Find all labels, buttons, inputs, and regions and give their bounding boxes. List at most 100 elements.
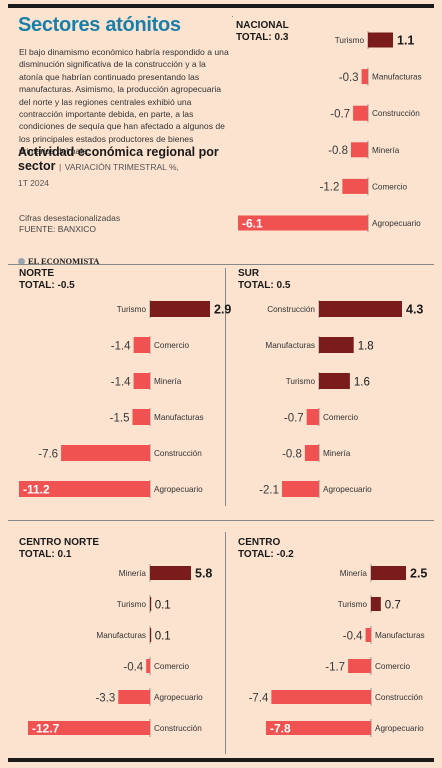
separator-col-row2: [225, 532, 226, 754]
brand-name: EL ECONOMISTA: [28, 256, 100, 266]
bar: [319, 301, 402, 317]
data-label: -0.4: [343, 630, 363, 642]
bar: [342, 178, 368, 194]
bar: [306, 409, 319, 425]
category-label: Manufacturas: [154, 413, 204, 422]
bar: [150, 301, 210, 317]
data-label: -1.4: [111, 376, 131, 388]
data-label: -1.7: [325, 661, 345, 673]
category-label: Comercio: [323, 413, 358, 422]
category-label: Minería: [119, 569, 147, 578]
category-label: Agropecuario: [154, 485, 203, 494]
category-label: Agropecuario: [323, 485, 372, 494]
source-note: Cifras desestacionalizadas FUENTE: BANXI…: [19, 213, 120, 235]
bar: [118, 690, 150, 704]
subtitle-main: Actividad económica regional por sector: [18, 145, 219, 173]
page-title: Sectores atónitos: [18, 14, 181, 36]
data-label: -3.3: [95, 692, 115, 704]
category-label: Construcción: [267, 305, 315, 314]
data-label: 5.8: [195, 566, 212, 580]
category-label: Minería: [340, 569, 368, 578]
region-total: TOTAL: 0.3: [236, 32, 289, 43]
region-total: TOTAL: -0.2: [238, 549, 294, 560]
region-total: TOTAL: 0.1: [19, 549, 72, 560]
data-label: 1.6: [354, 376, 370, 388]
data-label: 2.9: [214, 302, 231, 316]
data-label: -0.7: [284, 412, 304, 424]
bar: [238, 215, 368, 231]
bar: [319, 373, 350, 389]
category-label: Construcción: [372, 109, 420, 118]
data-label: -6.1: [242, 216, 263, 230]
data-label: -7.8: [270, 721, 291, 735]
category-label: Construcción: [375, 693, 423, 702]
panel-title-centro-norte: CENTRO NORTE TOTAL: 0.1: [19, 537, 99, 561]
bar: [368, 32, 393, 48]
category-label: Construcción: [154, 449, 202, 458]
bottom-rule: [8, 758, 434, 762]
region-name: SUR: [238, 268, 260, 279]
category-label: Agropecuario: [154, 693, 203, 702]
category-label: Comercio: [154, 341, 189, 350]
data-label: -0.8: [282, 448, 302, 460]
bar: [282, 481, 319, 497]
separator-col-row1: [225, 268, 226, 506]
brand-logo: EL ECONOMISTA: [18, 256, 99, 266]
category-label: Minería: [154, 377, 182, 386]
panel-title-sur: SUR TOTAL: 0.5: [238, 268, 290, 292]
subtitle-separator: |: [59, 162, 62, 172]
category-label: Manufacturas: [372, 73, 422, 82]
bar: [133, 373, 150, 389]
data-label: -1.2: [320, 182, 340, 194]
note-source: FUENTE: BANXICO: [19, 224, 96, 234]
bar: [132, 409, 150, 425]
chart-subtitle: Actividad económica regional por sector …: [18, 145, 233, 190]
data-label: -1.5: [110, 412, 130, 424]
data-label: -1.4: [111, 340, 131, 352]
data-label: 1.1: [397, 33, 414, 47]
data-label: -11.2: [23, 482, 50, 496]
bar: [61, 445, 150, 461]
bar: [150, 628, 152, 642]
category-label: Turismo: [335, 36, 365, 45]
bar: [133, 337, 150, 353]
data-label: 1.8: [358, 340, 374, 352]
bar: [146, 659, 150, 673]
data-label: -2.1: [259, 484, 279, 496]
data-label: -0.7: [330, 109, 350, 121]
bar: [271, 690, 371, 704]
note-seasonal: Cifras desestacionalizadas: [19, 213, 121, 223]
data-label: 0.1: [155, 599, 171, 611]
data-label: 4.3: [406, 302, 423, 316]
region-total: TOTAL: -0.5: [19, 280, 75, 291]
panel-title-nacional: NACIONAL TOTAL: 0.3: [236, 20, 289, 44]
category-label: Turismo: [117, 600, 147, 609]
subtitle-period: 1T 2024: [18, 178, 50, 188]
bar: [348, 659, 371, 673]
category-label: Manufacturas: [265, 341, 315, 350]
data-label: 0.7: [385, 599, 401, 611]
category-label: Agropecuario: [372, 219, 421, 228]
data-label: -12.7: [32, 721, 60, 735]
category-label: Construcción: [154, 724, 202, 733]
bar: [150, 597, 152, 611]
bar: [319, 337, 354, 353]
category-label: Turismo: [286, 377, 316, 386]
bar: [371, 597, 381, 611]
category-label: Turismo: [338, 600, 368, 609]
region-name: CENTRO: [238, 537, 281, 548]
data-label: -0.4: [123, 661, 143, 673]
region-name: CENTRO NORTE: [19, 537, 99, 548]
data-label: -0.8: [328, 145, 348, 157]
bar: [304, 445, 319, 461]
data-label: 2.5: [410, 566, 427, 580]
panel-title-norte: NORTE TOTAL: -0.5: [19, 268, 75, 292]
separator-row1: [8, 264, 434, 265]
bar: [266, 721, 371, 735]
brand-dot-icon: [18, 258, 25, 265]
panel-title-centro: CENTRO TOTAL: -0.2: [238, 537, 294, 561]
category-label: Turismo: [117, 305, 147, 314]
bar: [371, 566, 406, 580]
data-label: -0.3: [339, 72, 359, 84]
